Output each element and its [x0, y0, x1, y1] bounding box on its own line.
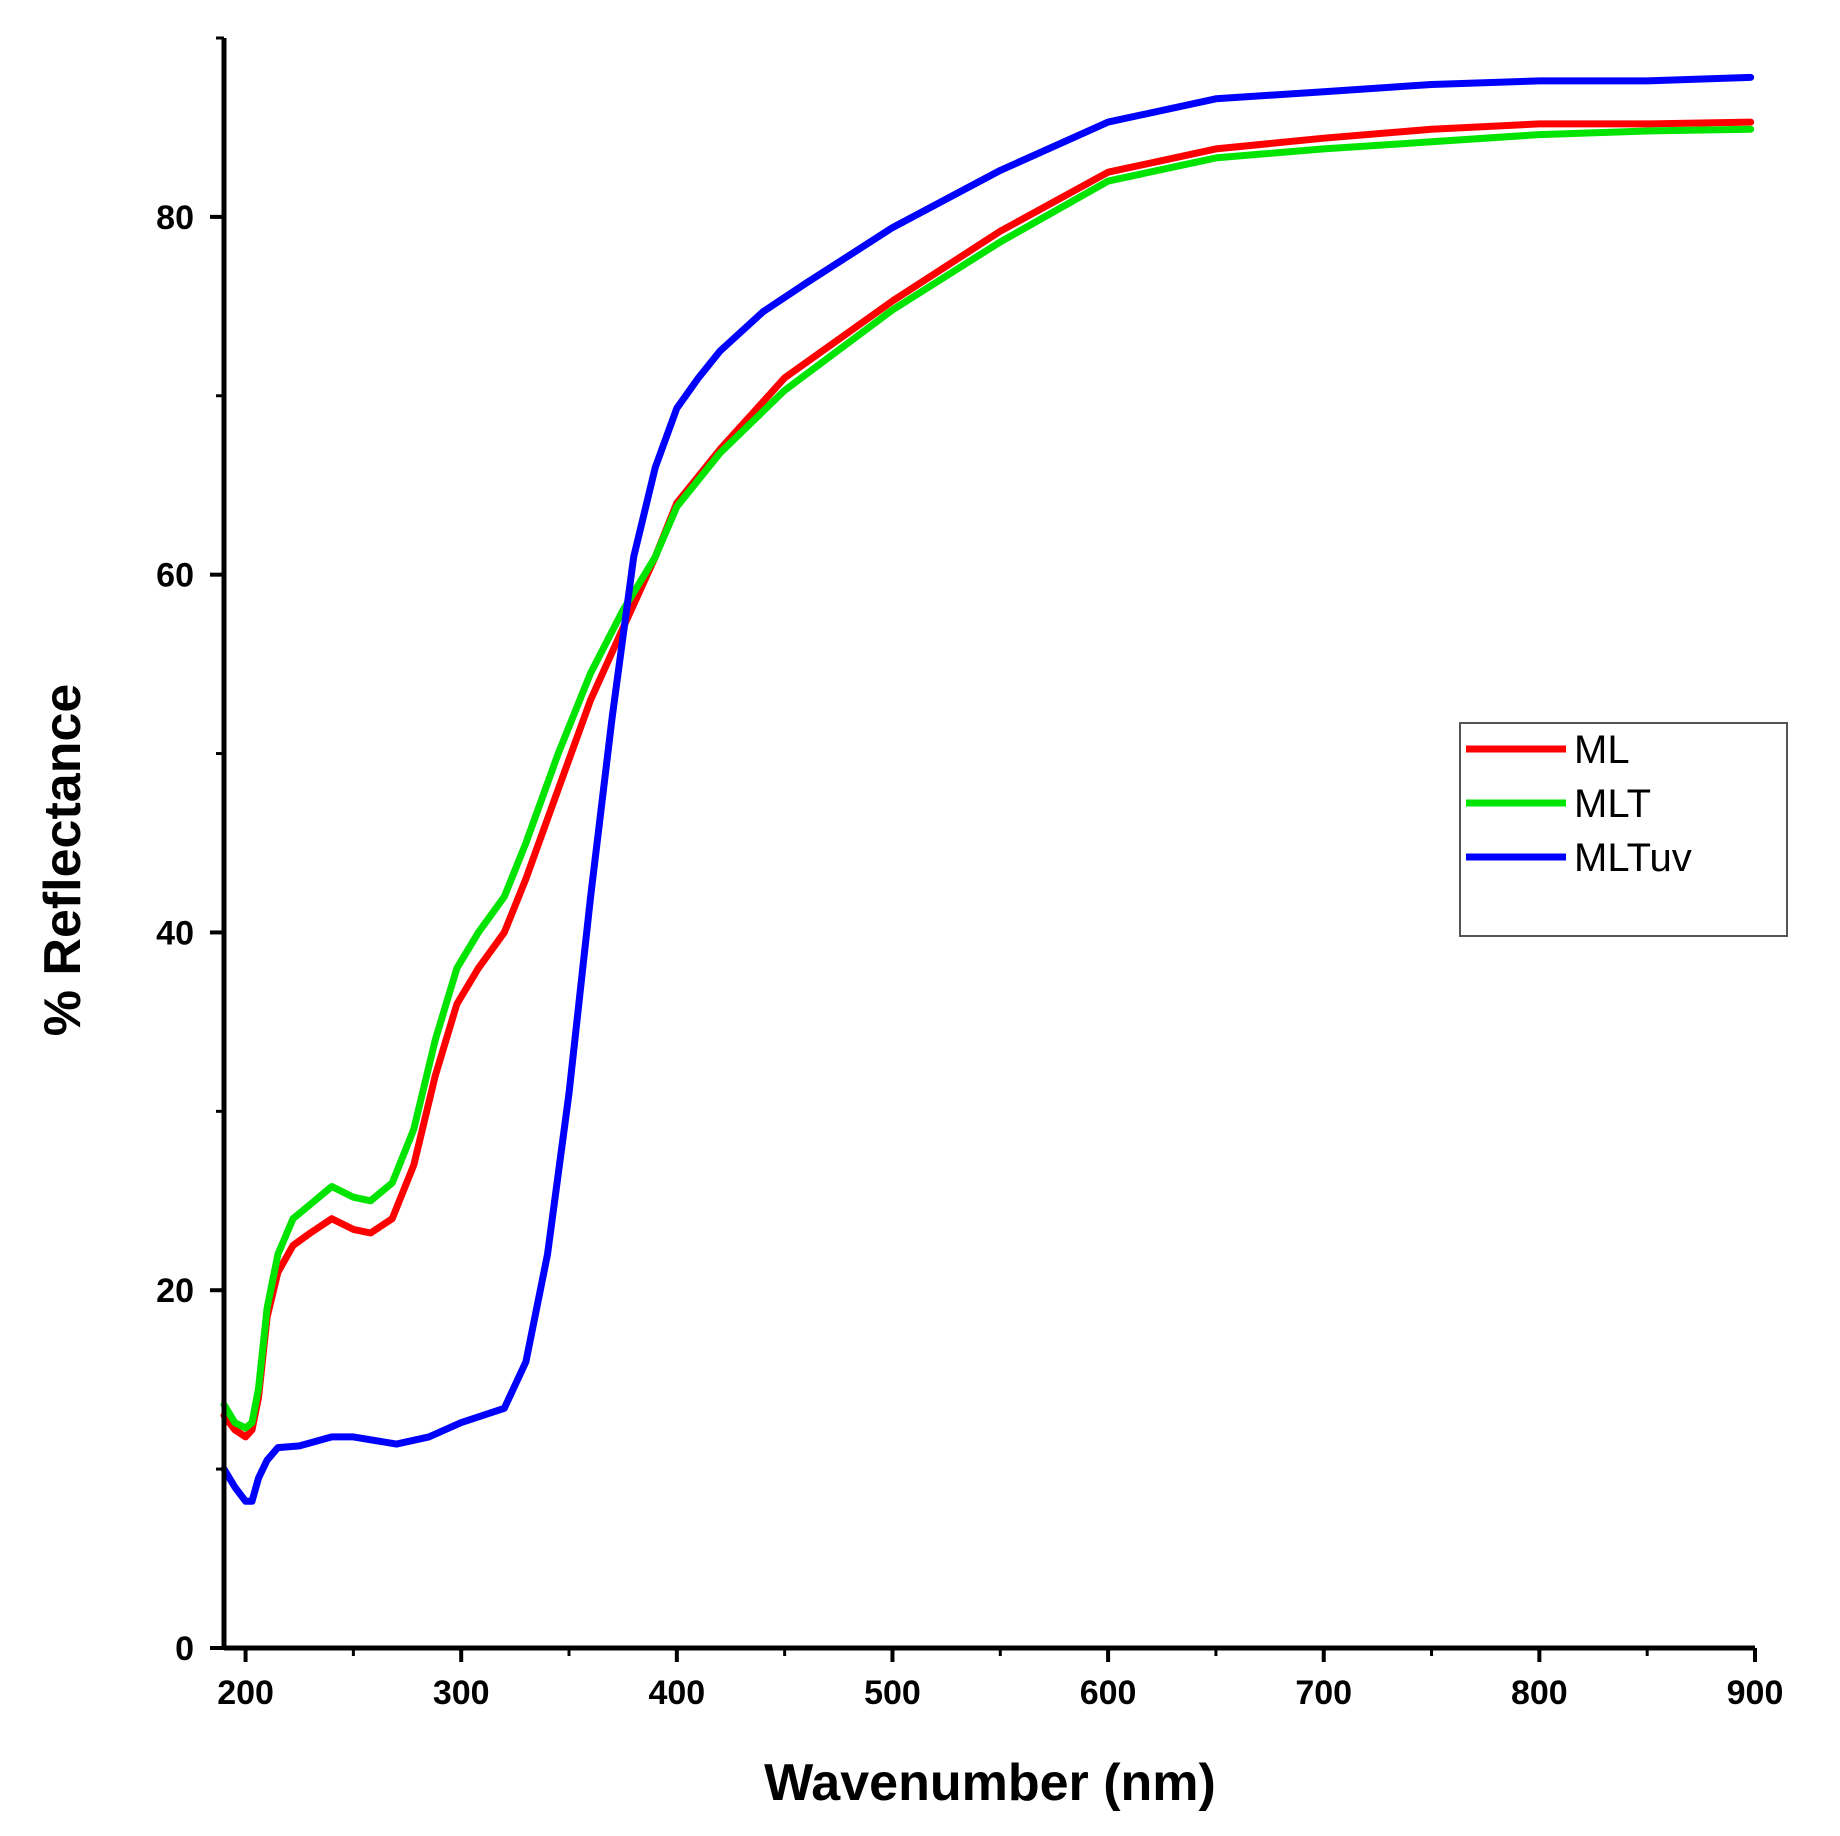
x-tick-label: 900	[1727, 1674, 1784, 1712]
x-tick-label: 300	[433, 1674, 490, 1712]
series-layer	[220, 73, 1755, 1505]
x-tick-label: 200	[217, 1674, 274, 1712]
y-tick-label: 40	[156, 914, 194, 952]
legend-label-ml: ML	[1574, 728, 1630, 772]
x-tick-label: 700	[1295, 1674, 1352, 1712]
y-tick-label: 80	[156, 199, 194, 237]
legend: ML MLT MLTuv	[1459, 722, 1788, 937]
x-tick-label: 800	[1511, 1674, 1568, 1712]
legend-box	[1459, 722, 1788, 937]
y-tick-label: 60	[156, 557, 194, 595]
x-tick-label: 600	[1080, 1674, 1137, 1712]
series-line-mlt	[220, 125, 1755, 1432]
y-axis-title: % Reflectance	[34, 684, 92, 1037]
axes-layer: 200 300 400 500 600 700 800 900 0 20 40 60 80	[156, 36, 1784, 1712]
y-tick-label: 0	[175, 1630, 194, 1668]
x-tick-label: 500	[864, 1674, 921, 1712]
x-tick-label: 400	[648, 1674, 705, 1712]
y-tick-label: 20	[156, 1272, 194, 1310]
legend-label-mltuv: MLTuv	[1574, 836, 1692, 880]
legend-label-mlt: MLT	[1574, 782, 1651, 826]
x-axis-title: Wavenumber (nm)	[764, 1754, 1216, 1812]
series-line-mltuv	[220, 73, 1755, 1505]
